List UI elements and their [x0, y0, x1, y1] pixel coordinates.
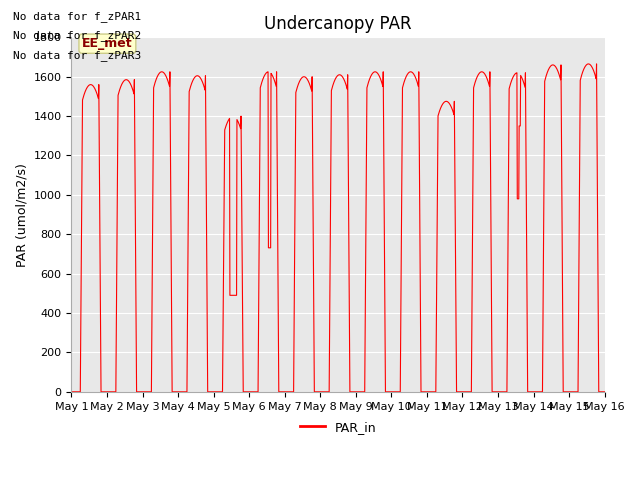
Legend: PAR_in: PAR_in [295, 416, 381, 439]
Text: No data for f_zPAR1: No data for f_zPAR1 [13, 11, 141, 22]
Title: Undercanopy PAR: Undercanopy PAR [264, 15, 412, 33]
Text: EE_met: EE_met [82, 37, 132, 50]
Y-axis label: PAR (umol/m2/s): PAR (umol/m2/s) [15, 163, 28, 266]
Text: No data for f_zPAR2: No data for f_zPAR2 [13, 30, 141, 41]
Text: No data for f_zPAR3: No data for f_zPAR3 [13, 49, 141, 60]
